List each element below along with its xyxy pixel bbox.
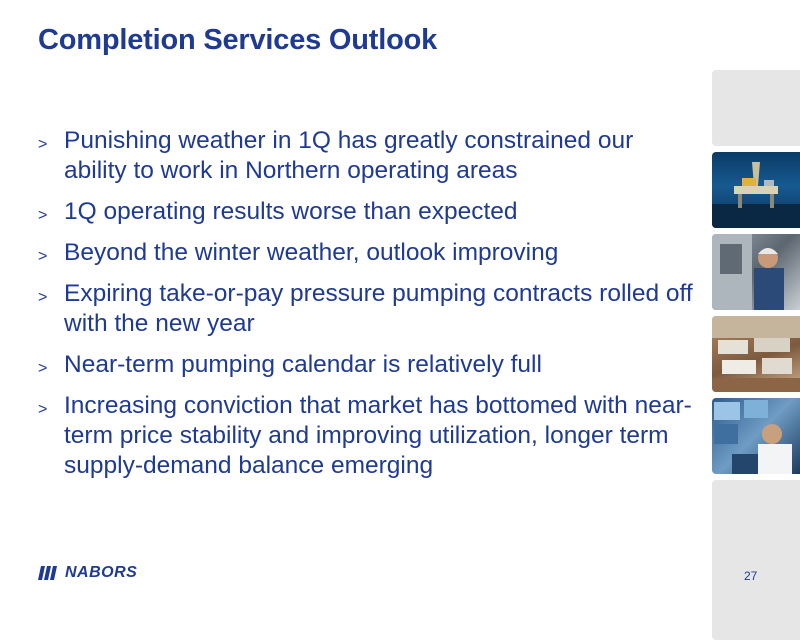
page-number: 27 [744, 569, 758, 583]
bullet-item: > Near-term pumping calendar is relative… [38, 350, 698, 380]
offshore-rig-photo [712, 152, 800, 228]
bullet-text: Near-term pumping calendar is relatively… [64, 351, 542, 378]
bullet-marker: > [38, 248, 48, 265]
gray-panel-top [712, 70, 800, 146]
bullet-text: Increasing conviction that market has bo… [64, 392, 692, 479]
control-room-photo [712, 398, 800, 474]
bullet-text: Expiring take-or-pay pressure pumping co… [64, 280, 693, 337]
bullet-item: > Expiring take-or-pay pressure pumping … [38, 279, 698, 339]
bullet-item: > Beyond the winter weather, outlook imp… [38, 238, 698, 268]
slide-title: Completion Services Outlook [38, 24, 438, 56]
bullet-marker: > [38, 207, 48, 224]
bullet-text: 1Q operating results worse than expected [64, 198, 518, 225]
image-strip [712, 70, 800, 640]
nabors-logo: NABORS [38, 564, 137, 582]
worker-photo [712, 234, 800, 310]
bullet-list: > Punishing weather in 1Q has greatly co… [38, 126, 698, 492]
bullet-marker: > [38, 401, 48, 418]
bullet-marker: > [38, 360, 48, 377]
bullet-item: > Increasing conviction that market has … [38, 391, 698, 481]
gray-panel-bottom [712, 480, 800, 640]
bullet-text: Punishing weather in 1Q has greatly cons… [64, 127, 634, 184]
logo-text: NABORS [65, 564, 138, 581]
bullet-text: Beyond the winter weather, outlook impro… [64, 239, 559, 266]
bullet-item: > Punishing weather in 1Q has greatly co… [38, 126, 698, 186]
bullet-marker: > [38, 289, 48, 306]
equipment-yard-photo [712, 316, 800, 392]
bullet-marker: > [38, 136, 48, 153]
nabors-logo-icon [38, 566, 57, 580]
bullet-item: > 1Q operating results worse than expect… [38, 197, 698, 227]
